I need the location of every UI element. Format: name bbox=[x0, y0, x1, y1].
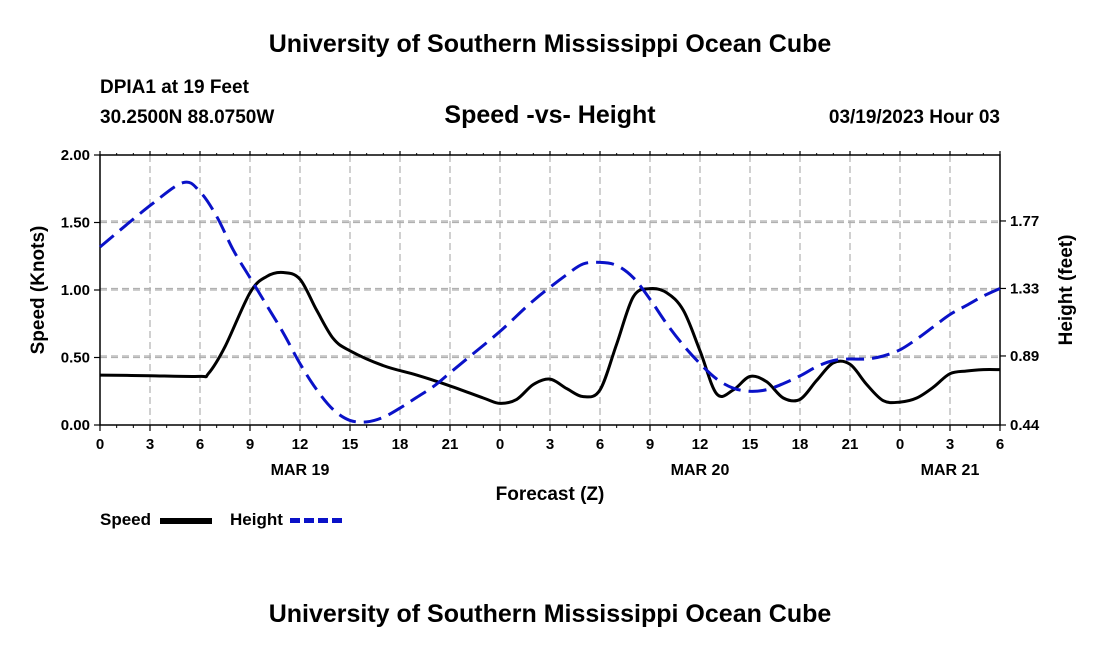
chart-title: Speed -vs- Height bbox=[444, 101, 656, 129]
y-tick-label: 1.00 bbox=[61, 282, 90, 299]
y-axis-label: Speed (Knots) bbox=[28, 226, 49, 355]
axis-labels: Forecast (Z) Speed (Knots) Height (feet) bbox=[28, 226, 1077, 505]
date-label: MAR 19 bbox=[271, 462, 330, 479]
x-tick-label: 18 bbox=[792, 436, 809, 453]
height-series-line bbox=[99, 180, 1001, 424]
y-tick-label: 0.00 bbox=[61, 417, 90, 434]
x-tick-label: 15 bbox=[342, 436, 359, 453]
x-tick-label: 15 bbox=[742, 436, 759, 453]
y-tick-label: 1.50 bbox=[61, 215, 90, 232]
y2-tick-label: 1.33 bbox=[1010, 280, 1039, 297]
x-tick-label: 6 bbox=[996, 436, 1004, 453]
x-tick-label: 6 bbox=[196, 436, 204, 453]
x-tick-label: 6 bbox=[596, 436, 604, 453]
x-tick-label: 9 bbox=[646, 436, 654, 453]
x-axis-label: Forecast (Z) bbox=[496, 484, 605, 505]
date-label: MAR 20 bbox=[671, 462, 730, 479]
footer-title: University of Southern Mississippi Ocean… bbox=[268, 600, 832, 628]
y2-tick-label: 0.89 bbox=[1010, 348, 1039, 365]
x-tick-label: 21 bbox=[442, 436, 459, 453]
legend-height-swatch bbox=[290, 518, 342, 523]
x-tick-label: 9 bbox=[246, 436, 254, 453]
coordinates-label: 30.2500N 88.0750W bbox=[100, 107, 275, 128]
legend-speed-label: Speed bbox=[100, 510, 152, 529]
x-tick-label: 3 bbox=[146, 436, 154, 453]
datetime-label: 03/19/2023 Hour 03 bbox=[828, 107, 1000, 128]
series-layer bbox=[99, 180, 1001, 424]
x-tick-label: 12 bbox=[292, 436, 309, 453]
legend-speed-swatch bbox=[160, 518, 212, 524]
axis-ticks: 0 3 6 9 12 15 18 21 0 3 6 9 12 15 18 21 0 3 6 MAR 19 MAR 20 M… bbox=[61, 147, 1040, 479]
x-tick-label: 3 bbox=[946, 436, 954, 453]
x-tick-label: 0 bbox=[896, 436, 904, 453]
legend-height-label: Height bbox=[230, 510, 283, 529]
speed-series-line bbox=[99, 270, 1001, 405]
x-tick-label: 0 bbox=[496, 436, 504, 453]
y-tick-label: 0.50 bbox=[61, 350, 90, 367]
y2-tick-label: 0.44 bbox=[1010, 417, 1040, 434]
x-tick-label: 18 bbox=[392, 436, 409, 453]
x-tick-label: 3 bbox=[546, 436, 554, 453]
x-tick-label: 0 bbox=[96, 436, 104, 453]
y2-tick-label: 1.77 bbox=[1010, 213, 1039, 230]
station-label: DPIA1 at 19 Feet bbox=[100, 77, 249, 98]
x-tick-label: 21 bbox=[842, 436, 859, 453]
date-label: MAR 21 bbox=[921, 462, 980, 479]
y2-axis-label: Height (feet) bbox=[1056, 235, 1077, 346]
page-title: University of Southern Mississippi Ocean… bbox=[268, 30, 832, 58]
y-tick-label: 2.00 bbox=[61, 147, 90, 164]
x-tick-label: 12 bbox=[692, 436, 709, 453]
